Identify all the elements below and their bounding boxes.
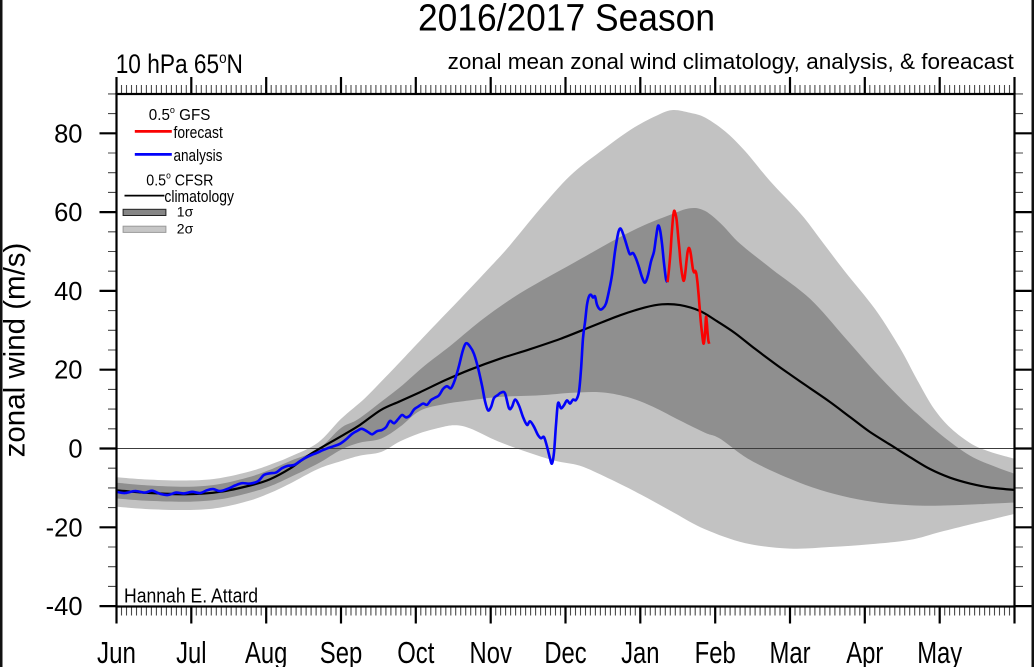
svg-text:Dec: Dec (544, 636, 586, 667)
svg-text:-40: -40 (46, 593, 83, 621)
svg-text:Jan: Jan (621, 636, 659, 667)
svg-text:Jul: Jul (176, 636, 206, 667)
svg-text:2016/2017 Season: 2016/2017 Season (418, 0, 715, 40)
svg-text:Sep: Sep (320, 636, 362, 667)
svg-text:60: 60 (54, 199, 82, 227)
svg-text:May: May (917, 636, 963, 667)
svg-text:0: 0 (68, 436, 82, 464)
svg-text:climatology: climatology (164, 188, 234, 206)
svg-text:Aug: Aug (245, 636, 287, 667)
svg-text:1σ: 1σ (177, 204, 194, 220)
svg-text:0.5o GFS: 0.5o GFS (149, 105, 211, 124)
svg-text:Feb: Feb (695, 636, 736, 667)
svg-text:Hannah E. Attard: Hannah E. Attard (124, 586, 258, 608)
svg-text:2σ: 2σ (177, 221, 194, 237)
svg-text:Jun: Jun (97, 636, 136, 667)
svg-text:80: 80 (54, 120, 82, 148)
svg-text:analysis: analysis (174, 147, 223, 165)
svg-text:Nov: Nov (470, 636, 513, 667)
svg-text:-20: -20 (46, 514, 83, 542)
svg-text:0.5o CFSR: 0.5o CFSR (146, 170, 213, 190)
svg-text:Apr: Apr (846, 636, 883, 667)
svg-text:40: 40 (54, 278, 82, 306)
svg-text:forecast: forecast (174, 124, 224, 142)
svg-text:20: 20 (54, 357, 82, 385)
svg-text:Oct: Oct (397, 636, 435, 667)
svg-text:Mar: Mar (769, 636, 810, 667)
svg-text:zonal mean zonal wind climatol: zonal mean zonal wind climatology, analy… (448, 49, 1015, 74)
svg-text:zonal wind (m/s): zonal wind (m/s) (0, 243, 32, 458)
